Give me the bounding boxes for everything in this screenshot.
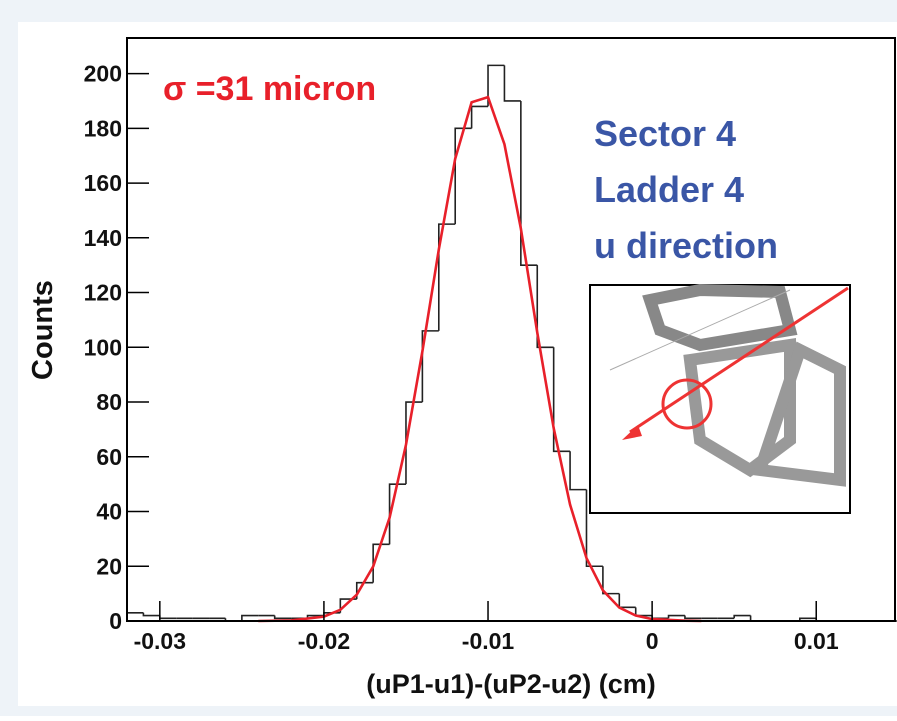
y-tick-label: 60	[96, 444, 122, 470]
ladder-annotation: Ladder 4	[594, 169, 744, 210]
x-tick-label: 0.01	[794, 628, 839, 654]
y-tick-label: 120	[84, 280, 122, 306]
sigma-annotation: σ =31 micron	[163, 70, 376, 108]
x-tick-label: -0.02	[298, 628, 350, 654]
y-tick-label: 0	[109, 608, 122, 634]
y-tick-label: 200	[84, 61, 122, 87]
chart: σ =31 micron Sector 4 Ladder 4 u directi…	[0, 0, 897, 716]
inset-image	[590, 285, 850, 513]
y-tick-label: 100	[84, 334, 122, 360]
y-tick-label: 180	[84, 115, 122, 141]
x-tick-label: 0	[646, 628, 659, 654]
y-tick-label: 140	[84, 225, 122, 251]
y-tick-label: 80	[96, 389, 122, 415]
y-tick-label: 160	[84, 170, 122, 196]
y-tick-label: 20	[96, 553, 122, 579]
y-tick-label: 40	[96, 499, 122, 525]
x-tick-label: -0.01	[462, 628, 515, 654]
y-axis-label: Counts	[27, 280, 59, 380]
x-tick-label: -0.03	[134, 628, 186, 654]
x-axis-label: (uP1-u1)-(uP2-u2) (cm)	[366, 669, 656, 699]
sector-annotation: Sector 4	[594, 113, 736, 154]
direction-annotation: u direction	[594, 225, 778, 266]
